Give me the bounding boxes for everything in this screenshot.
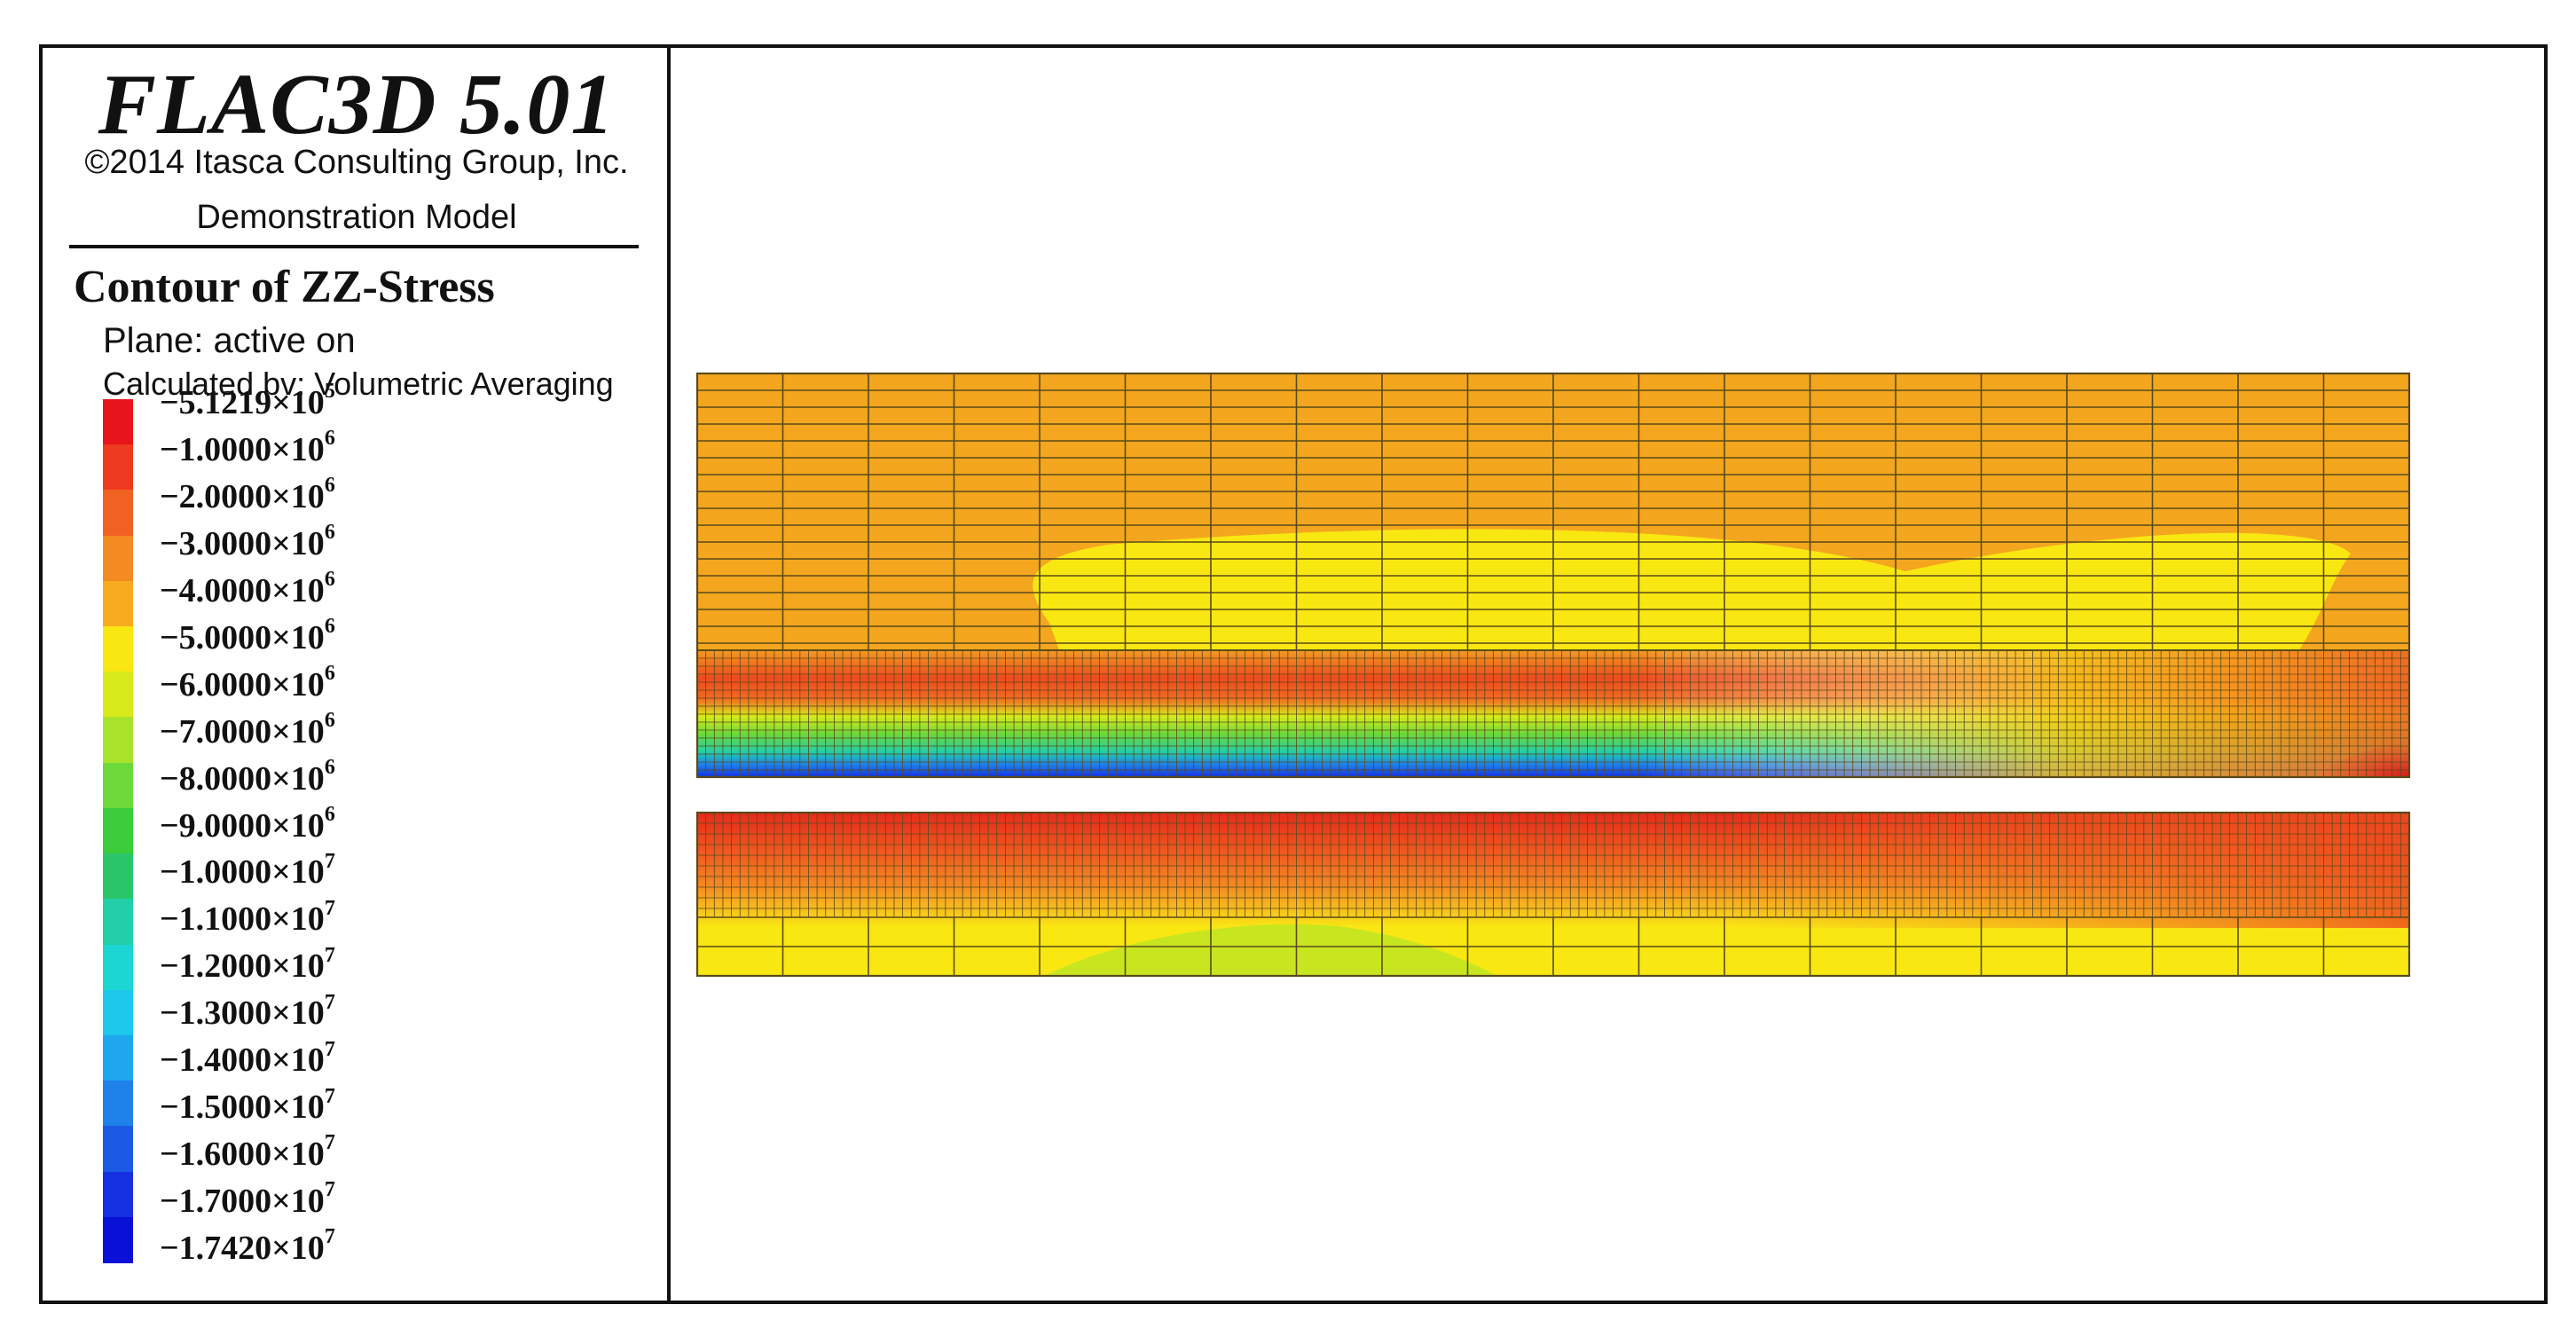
color-swatch: [103, 535, 133, 582]
scale-label-exponent: 5: [324, 380, 335, 404]
scale-label: 1.6000×107: [160, 1132, 335, 1174]
scale-label-exponent: 7: [324, 1178, 335, 1202]
color-swatch: [103, 717, 133, 764]
scale-label-mantissa: 1.3000×10: [178, 994, 325, 1033]
scale-label-exponent: 7: [324, 1037, 335, 1061]
copyright-text: ©2014 Itasca Consulting Group, Inc.: [84, 144, 629, 181]
scale-label: 6.0000×106: [160, 663, 335, 703]
title-divider: [69, 245, 639, 248]
scale-label-exponent: 6: [324, 662, 335, 685]
color-swatch: [103, 444, 133, 491]
color-scale-bar: [103, 399, 133, 1263]
color-swatch: [103, 1081, 133, 1128]
scale-label: 8.0000×106: [160, 757, 335, 798]
model-name: Demonstration Model: [196, 199, 517, 236]
color-swatch: [103, 1216, 133, 1263]
color-swatch: [103, 1034, 133, 1082]
scale-label-exponent: 7: [324, 1084, 335, 1108]
scale-label-mantissa: 1.1000×10: [178, 900, 325, 939]
scale-label-exponent: 6: [324, 802, 335, 826]
scale-label-exponent: 6: [324, 568, 335, 592]
color-swatch: [103, 626, 133, 673]
scale-label-exponent: 7: [324, 849, 335, 873]
scale-label-mantissa: 3.0000×10: [178, 524, 325, 562]
scale-label: 5.1219×105: [160, 381, 335, 421]
scale-label: 1.7000×107: [160, 1179, 335, 1221]
scale-label: 2.0000×106: [160, 475, 335, 515]
scale-label: 4.0000×106: [160, 569, 335, 609]
scale-label-exponent: 6: [324, 521, 335, 545]
scale-label-exponent: 7: [324, 990, 335, 1014]
scale-label: 1.2000×107: [160, 945, 335, 986]
scale-label: 1.3000×107: [160, 992, 335, 1033]
scale-label-exponent: 6: [324, 474, 335, 498]
scale-label-mantissa: 1.4000×10: [178, 1041, 325, 1080]
color-swatch: [103, 762, 133, 809]
scale-label: 9.0000×106: [160, 804, 335, 845]
color-swatch: [103, 1171, 133, 1218]
scale-label-exponent: 6: [324, 427, 335, 451]
mesh-grid: [695, 372, 2411, 978]
scale-label-mantissa: 1.0000×10: [178, 430, 325, 468]
scale-label-exponent: 7: [324, 1225, 335, 1249]
scale-label-mantissa: 1.7420×10: [178, 1230, 325, 1267]
scale-label-exponent: 6: [324, 755, 335, 779]
scale-label-exponent: 6: [324, 615, 335, 639]
scale-label-mantissa: 1.7000×10: [178, 1183, 325, 1221]
scale-label: 3.0000×106: [160, 522, 335, 562]
color-swatch: [103, 1126, 133, 1173]
contour-title: Contour of ZZ-Stress: [74, 262, 495, 312]
scale-label-mantissa: 7.0000×10: [178, 712, 325, 751]
scale-label: 1.5000×107: [160, 1086, 335, 1127]
app-title: FLAC3D 5.01: [98, 57, 616, 153]
scale-label: 1.7420×107: [160, 1226, 335, 1267]
scale-label: 1.1000×107: [160, 898, 335, 939]
stress-contour-model: [695, 372, 2411, 978]
scale-label: 1.0000×107: [160, 851, 335, 892]
color-swatch: [103, 672, 133, 719]
scale-label-exponent: 7: [324, 943, 335, 967]
scale-label-mantissa: 8.0000×10: [178, 759, 325, 798]
scale-label-mantissa: 6.0000×10: [178, 665, 325, 703]
scale-label-mantissa: 9.0000×10: [178, 806, 325, 845]
scale-label-exponent: 7: [324, 896, 335, 920]
scale-label-mantissa: 1.5000×10: [178, 1089, 325, 1127]
scale-label-mantissa: 1.6000×10: [178, 1136, 325, 1174]
scale-label: 1.0000×106: [160, 428, 335, 468]
legend-panel: FLAC3D 5.01 ©2014 Itasca Consulting Grou…: [43, 48, 671, 1301]
color-swatch: [103, 490, 133, 537]
scale-label-exponent: 7: [324, 1131, 335, 1155]
scale-label-mantissa: 5.0000×10: [178, 618, 325, 656]
color-swatch: [103, 944, 133, 991]
low-stress-zone: [1033, 529, 2351, 660]
color-swatch: [103, 853, 133, 900]
color-swatch: [103, 899, 133, 946]
scale-label: 5.0000×106: [160, 616, 335, 656]
scale-label-mantissa: 1.0000×10: [178, 853, 325, 892]
scale-label: 1.4000×107: [160, 1039, 335, 1080]
color-swatch: [103, 807, 133, 855]
corner-peak-zone: [2313, 740, 2409, 777]
lower-floor-zone: [1045, 924, 1497, 976]
figure-frame: FLAC3D 5.01 ©2014 Itasca Consulting Grou…: [39, 44, 2548, 1304]
plane-info: Plane: active on: [103, 321, 356, 360]
scale-label-mantissa: 5.1219×10: [178, 384, 325, 421]
color-swatch: [103, 580, 133, 628]
scale-label-exponent: 6: [324, 708, 335, 732]
scale-label: 7.0000×106: [160, 710, 335, 751]
scale-label-mantissa: 2.0000×10: [178, 477, 325, 515]
color-swatch: [103, 989, 133, 1036]
color-swatch: [103, 399, 133, 446]
scale-label-mantissa: 1.2000×10: [178, 947, 325, 986]
scale-label-mantissa: 4.0000×10: [178, 571, 325, 609]
